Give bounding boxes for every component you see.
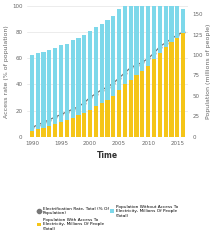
Bar [175,0,179,38]
Bar [123,84,127,137]
Bar [53,124,57,137]
Bar [47,126,51,137]
Bar [134,75,139,137]
Bar [117,9,121,90]
Bar [111,16,115,96]
Bar [53,48,57,124]
Bar [88,31,92,110]
Bar [41,128,46,137]
Bar [134,0,139,75]
Bar [164,0,168,47]
Bar [30,55,34,131]
Bar [82,113,86,137]
X-axis label: Time: Time [97,151,118,160]
Bar [36,53,40,129]
Bar [105,100,110,137]
Bar [36,129,40,137]
Bar [82,35,86,113]
Bar [71,118,75,137]
Bar [71,40,75,118]
Bar [105,20,110,100]
Bar [76,38,81,115]
Bar [152,59,156,137]
Bar [129,0,133,80]
Bar [94,106,98,137]
Bar [158,53,162,137]
Bar [123,4,127,84]
Bar [175,38,179,137]
Bar [169,42,174,137]
Bar [100,103,104,137]
Bar [181,33,185,137]
Bar [164,47,168,137]
Legend: Electrification Rate, Total (% Of
Population), Population With Access To
Electri: Electrification Rate, Total (% Of Popula… [36,204,179,232]
Bar [146,66,150,137]
Bar [100,24,104,103]
Bar [181,9,185,33]
Bar [169,0,174,42]
Bar [30,131,34,137]
Bar [59,122,63,137]
Bar [76,115,81,137]
Bar [129,80,133,137]
Bar [47,50,51,126]
Bar [117,90,121,137]
Bar [152,0,156,59]
Y-axis label: Access rate (% of population): Access rate (% of population) [4,25,9,118]
Bar [41,52,46,128]
Bar [88,110,92,137]
Bar [65,44,69,120]
Bar [65,120,69,137]
Bar [59,45,63,122]
Bar [146,0,150,66]
Bar [158,0,162,53]
Bar [140,71,144,137]
Y-axis label: Population (millions of people): Population (millions of people) [206,24,211,119]
Bar [140,0,144,71]
Bar [111,96,115,137]
Bar [94,27,98,106]
